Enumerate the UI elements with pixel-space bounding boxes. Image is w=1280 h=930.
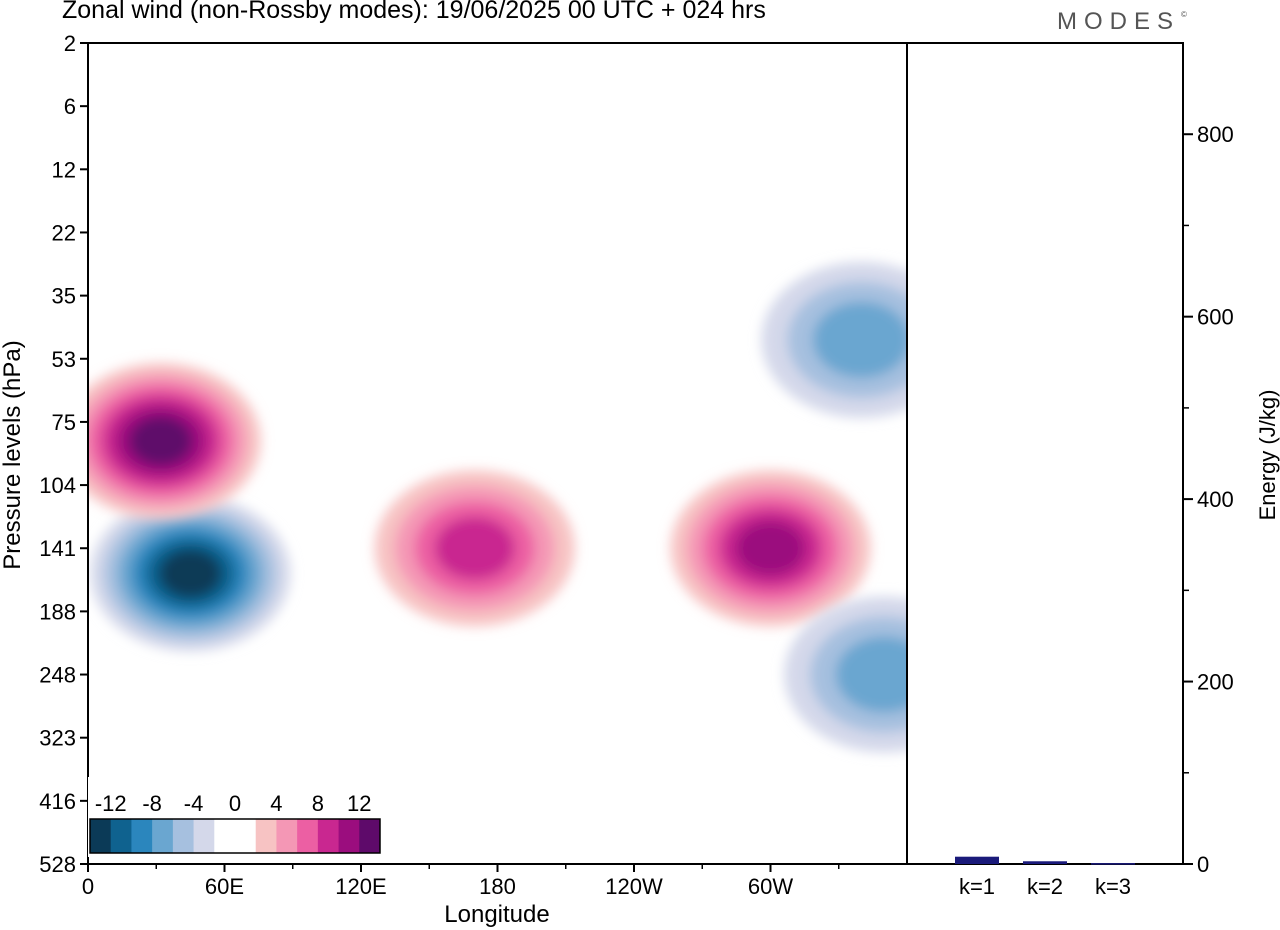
x-tick-label: 60W bbox=[748, 874, 793, 899]
colorbar-label: -4 bbox=[184, 791, 204, 816]
energy-bar bbox=[955, 856, 999, 864]
y-tick-label: 141 bbox=[39, 536, 76, 561]
contour-band bbox=[835, 636, 907, 713]
colorbar-swatch bbox=[276, 819, 298, 853]
contour-band bbox=[434, 516, 515, 580]
y-tick-label: 416 bbox=[39, 789, 76, 814]
y-tick-label: 75 bbox=[52, 410, 76, 435]
colorbar-label: -12 bbox=[95, 791, 127, 816]
y-tick-label: 12 bbox=[52, 157, 76, 182]
colorbar-label: 0 bbox=[229, 791, 241, 816]
y-tick-label: 188 bbox=[39, 599, 76, 624]
energy-axis-label: Energy (J/kg) bbox=[1255, 390, 1280, 521]
x-tick-label: 0 bbox=[82, 874, 94, 899]
contour-band bbox=[736, 521, 805, 576]
contour-band bbox=[159, 549, 222, 598]
colorbar-swatch bbox=[172, 819, 195, 853]
colorbar-swatch bbox=[338, 819, 360, 853]
colorbar-swatch bbox=[152, 819, 174, 853]
energy-tick-label: 800 bbox=[1197, 122, 1234, 147]
colorbar-swatch bbox=[90, 819, 112, 853]
y-tick-label: 53 bbox=[52, 347, 76, 372]
colorbar-label: -8 bbox=[142, 791, 162, 816]
energy-tick-label: 600 bbox=[1197, 305, 1234, 330]
y-tick-label: 248 bbox=[39, 663, 76, 688]
heatmap-axes: 0 60E 120E 180 120W 60W 2 6 12 22 35 53 75 104 141 188 2… bbox=[39, 31, 840, 899]
x-tick-label: 180 bbox=[479, 874, 516, 899]
colorbar-label: 12 bbox=[347, 791, 371, 816]
colorbar-label: 4 bbox=[270, 791, 282, 816]
x-tick-label: 120W bbox=[605, 874, 663, 899]
energy-tick-label: 0 bbox=[1197, 852, 1209, 877]
chart-title: Zonal wind (non-Rossby modes): 19/06/202… bbox=[62, 0, 766, 24]
contour-band bbox=[812, 301, 907, 378]
y-tick-label: 22 bbox=[52, 220, 76, 245]
colorbar-label: 8 bbox=[312, 791, 324, 816]
y-tick-label: 323 bbox=[39, 726, 76, 751]
contour-feature bbox=[670, 470, 871, 627]
contour-feature bbox=[784, 596, 907, 753]
contour-feature bbox=[90, 495, 291, 652]
bar-category-label: k=2 bbox=[1027, 874, 1063, 899]
y-tick-label: 104 bbox=[39, 473, 76, 498]
copyright-mark: © bbox=[1181, 10, 1187, 19]
y-tick-label: 35 bbox=[52, 284, 76, 309]
energy-panel-frame bbox=[906, 42, 1184, 865]
energy-tick-label: 400 bbox=[1197, 487, 1234, 512]
energy-bars bbox=[955, 856, 1135, 865]
y-axis-label: Pressure levels (hPa) bbox=[0, 340, 26, 569]
wind-contour-field bbox=[88, 261, 907, 753]
colorbar: -12 -8 -4 0 4 8 12 bbox=[88, 777, 382, 857]
contour-band bbox=[130, 416, 192, 466]
colorbar-swatch bbox=[235, 819, 257, 853]
colorbar-swatch bbox=[193, 819, 215, 853]
y-tick-label: 528 bbox=[39, 852, 76, 877]
y-tick-label: 2 bbox=[64, 31, 76, 56]
colorbar-swatch bbox=[317, 819, 340, 853]
energy-tick-label: 200 bbox=[1197, 670, 1234, 695]
contour-feature bbox=[88, 362, 261, 519]
x-tick-label: 120E bbox=[335, 874, 386, 899]
x-axis-label: Longitude bbox=[444, 901, 549, 928]
energy-axes: k=1 k=2 k=3 0 200 400 600 800 bbox=[959, 122, 1234, 899]
colorbar-frame bbox=[89, 818, 381, 854]
contour-feature bbox=[761, 261, 907, 418]
x-tick-label: 60E bbox=[205, 874, 244, 899]
energy-bar bbox=[1091, 863, 1135, 865]
energy-bar bbox=[1023, 861, 1067, 864]
y-tick-label: 6 bbox=[64, 94, 76, 119]
bar-category-label: k=3 bbox=[1095, 874, 1131, 899]
bar-category-label: k=1 bbox=[959, 874, 995, 899]
colorbar-swatch bbox=[214, 819, 236, 853]
contour-feature bbox=[374, 470, 575, 627]
modes-logo: MODES bbox=[1057, 8, 1181, 35]
colorbar-swatch bbox=[110, 819, 132, 853]
colorbar-swatch bbox=[359, 819, 381, 853]
colorbar-swatch bbox=[131, 819, 153, 853]
colorbar-swatch bbox=[255, 819, 277, 853]
colorbar-swatch bbox=[297, 819, 319, 853]
